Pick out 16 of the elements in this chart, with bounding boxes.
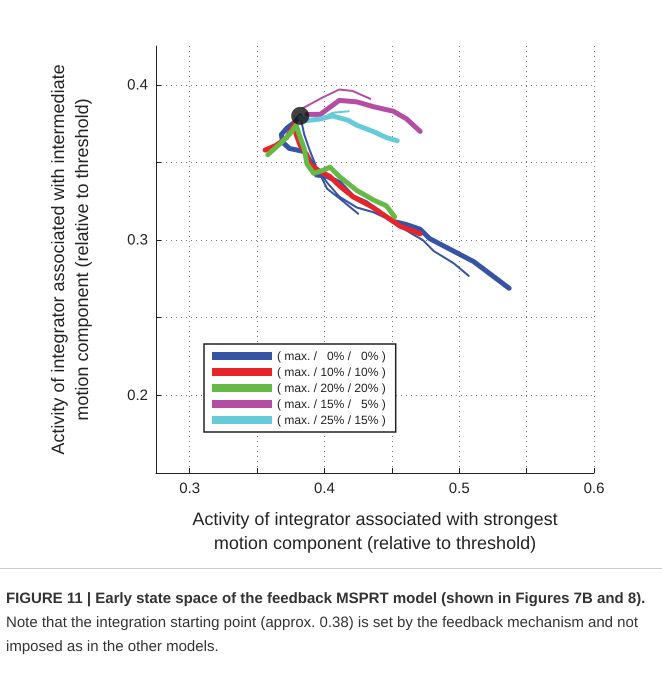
y-axis-title: Activity of integrator associated with intermediate motion component (relative to threshold) <box>48 64 92 455</box>
y-tick-label: 0.4 <box>127 76 148 94</box>
x-tick-label: 0.6 <box>584 480 604 497</box>
caption: FIGURE 11 | Early state space of the feedback MSPRT model (shown in Figures 7B and 8). <box>6 590 646 607</box>
legend-label: ( max. / 20% / 20% ) <box>277 381 386 395</box>
x-tick-label: 0.3 <box>179 480 200 497</box>
legend-label: ( max. / 0% / 0% ) <box>277 349 386 363</box>
legend-label: ( max. / 25% / 15% ) <box>277 413 386 427</box>
y-tick-label: 0.2 <box>127 386 148 404</box>
x-axis-title: Activity of integrator associated with strongest motion component (relative to threshold) <box>192 509 558 553</box>
x-tick-label: 0.5 <box>448 480 470 497</box>
text: Note that the integration starting point (approx. 0.38) is set by the feedback mechanism and not imposed as in the other models. <box>6 614 638 655</box>
x-tick-label: 0.4 <box>314 480 335 497</box>
y-tick-label: 0.3 <box>127 232 148 249</box>
legend-label: ( max. / 15% / 5% ) <box>277 397 386 411</box>
legend-label: ( max. / 10% / 10% ) <box>277 365 386 379</box>
